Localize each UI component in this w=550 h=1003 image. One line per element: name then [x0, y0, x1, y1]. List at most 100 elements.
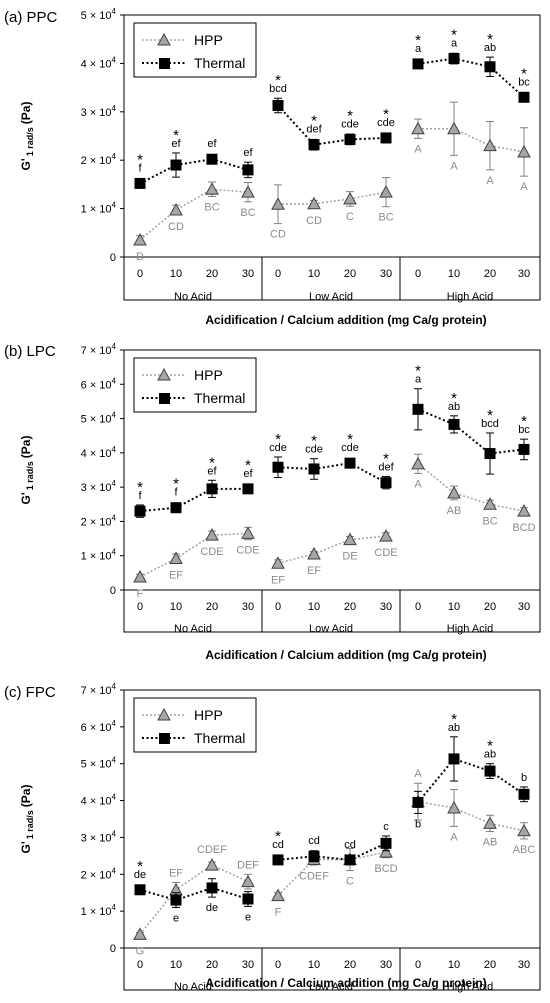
y-tick-suffix: × 10: [87, 482, 112, 494]
y-tick-suffix: × 10: [87, 551, 112, 563]
y-tick-mantissa: 3: [81, 107, 87, 119]
significance-label: CD: [270, 229, 286, 241]
significance-label: ab: [484, 749, 496, 761]
y-tick-label: 1 × 104: [81, 548, 117, 563]
data-point-square: [206, 153, 218, 165]
significance-label: b: [415, 818, 421, 830]
data-point-square: [344, 854, 356, 866]
y-tick-label: 1 × 104: [81, 903, 117, 918]
x-tick-label: 10: [170, 601, 182, 613]
y-tick-mantissa: 3: [81, 832, 87, 844]
y-tick-suffix: × 10: [87, 722, 112, 734]
y-tick-label: 4 × 104: [81, 55, 117, 70]
series-line: [417, 57, 525, 99]
y-tick-exponent: 4: [112, 104, 117, 113]
x-tick-label: 0: [415, 268, 421, 280]
data-point-square: [134, 884, 146, 896]
group-label: High Acid: [447, 623, 493, 635]
series-hpp: F EF CDE CDE EF EF DE CDE A AB BC BCD: [133, 453, 536, 600]
series-line: [277, 535, 387, 565]
y-tick-suffix: × 10: [87, 10, 112, 22]
significance-star: *: [137, 151, 143, 168]
data-point-square: [134, 177, 146, 189]
significance-label: BC: [378, 212, 393, 224]
significance-star: *: [487, 31, 493, 48]
y-tick-label: 7 × 104: [81, 342, 117, 357]
data-point-square: [242, 893, 254, 905]
significance-label: CDEF: [197, 844, 227, 856]
data-point-triangle: [133, 233, 147, 246]
x-tick-label: 0: [275, 601, 281, 613]
y-tick-exponent: 4: [112, 201, 117, 210]
significance-label: cde: [341, 118, 359, 130]
x-tick-label: 0: [275, 268, 281, 280]
significance-star: *: [347, 431, 353, 448]
legend: HPP Thermal: [133, 697, 257, 753]
data-point-square: [134, 505, 146, 517]
y-tick-mantissa: 2: [81, 869, 87, 881]
x-tick-label: 20: [484, 268, 496, 280]
legend-marker-thermal: [159, 58, 170, 69]
panel-label: (a) PPC: [4, 9, 58, 26]
series-line: [139, 188, 249, 241]
data-point-square: [412, 58, 424, 70]
significance-label: ef: [243, 468, 253, 480]
x-axis-label: Acidification / Calcium addition (mg Ca/…: [205, 976, 486, 990]
legend: HPP Thermal: [133, 357, 257, 413]
data-point-triangle: [271, 888, 285, 902]
x-tick-label: 30: [380, 601, 392, 613]
data-point-square: [272, 100, 284, 112]
significance-star: *: [383, 106, 389, 123]
legend-box: [133, 22, 257, 78]
significance-label: EF: [169, 569, 183, 581]
significance-label: AB: [483, 837, 498, 849]
x-tick-label: 20: [344, 601, 356, 613]
y-axis-label-unit: (Pa): [19, 102, 33, 125]
data-point-square: [518, 91, 530, 103]
y-tick-mantissa: 3: [81, 482, 87, 494]
series-thermal: f* f*ef*ef*cde*cde* cde*def*a*ab*bcd*bc*: [134, 363, 530, 518]
data-point-square: [380, 477, 392, 489]
data-point-triangle: [483, 497, 497, 510]
data-point-triangle: [343, 532, 357, 546]
data-point-square: [308, 139, 320, 151]
data-point-square: [380, 837, 392, 849]
data-point-square: [206, 882, 218, 894]
y-tick-exponent: 4: [112, 682, 117, 691]
y-tick-label: 0: [110, 943, 116, 955]
y-tick-exponent: 4: [112, 376, 117, 385]
significance-label: ef: [243, 147, 253, 159]
x-tick-label: 20: [206, 268, 218, 280]
legend-marker-thermal: [159, 393, 170, 404]
y-tick-label: 3 × 104: [81, 829, 117, 844]
y-tick-label: 6 × 104: [81, 376, 117, 391]
data-point-triangle: [133, 927, 147, 940]
data-point-square: [518, 443, 530, 455]
data-point-triangle: [343, 191, 357, 205]
significance-label: EF: [169, 867, 183, 879]
y-tick-mantissa: 2: [81, 155, 87, 167]
legend-marker-hpp: [157, 367, 171, 381]
x-tick-label: 0: [275, 959, 281, 971]
y-tick-mantissa: 5: [81, 414, 87, 426]
significance-label: def: [378, 462, 394, 474]
y-tick-suffix: × 10: [87, 869, 112, 881]
data-point-square: [170, 502, 182, 514]
series-line: [277, 842, 387, 861]
series-line: [417, 757, 525, 804]
y-tick-exponent: 4: [112, 793, 117, 802]
significance-label: ef: [207, 465, 217, 477]
data-point-square: [308, 463, 320, 475]
series-line: [417, 800, 525, 832]
group-label: Low Acid: [309, 623, 353, 635]
series-line: [277, 104, 387, 146]
group-label: High Acid: [447, 981, 493, 993]
significance-label: de: [134, 869, 146, 881]
legend-marker-hpp: [157, 707, 171, 721]
significance-label: DEF: [237, 859, 259, 871]
data-point-triangle: [379, 185, 393, 198]
x-tick-label: 10: [448, 959, 460, 971]
significance-label: ef: [171, 138, 181, 150]
